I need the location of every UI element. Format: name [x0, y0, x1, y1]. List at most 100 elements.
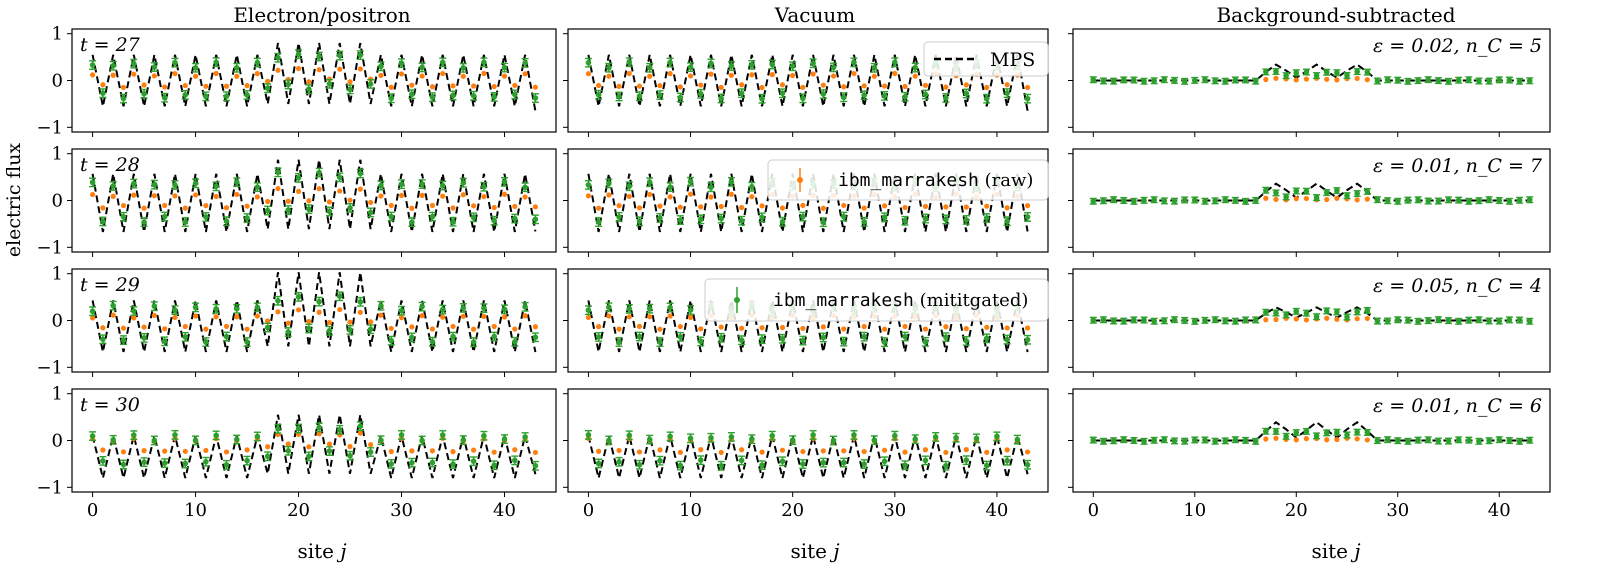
mitigated-point — [1242, 317, 1249, 323]
mitigated-point — [626, 59, 633, 66]
raw-point — [316, 186, 322, 192]
mitigated-point — [1131, 198, 1137, 205]
mitigated-point — [1425, 437, 1432, 443]
mitigated-point — [1496, 436, 1503, 443]
raw-point — [1354, 316, 1360, 322]
raw-point — [419, 73, 425, 79]
mitigated-point — [810, 432, 816, 438]
raw-point — [698, 204, 704, 210]
mitigated-point — [1004, 90, 1010, 96]
mitigated-point — [254, 304, 261, 311]
mitigated-point — [254, 184, 261, 190]
raw-point — [698, 326, 704, 332]
mitigated-point — [295, 175, 302, 181]
raw-point — [881, 326, 888, 332]
raw-point — [378, 193, 384, 199]
raw-point — [759, 203, 765, 209]
mitigated-point — [779, 458, 786, 465]
raw-point — [820, 205, 826, 211]
mitigated-point — [1100, 316, 1107, 323]
raw-point — [902, 323, 908, 330]
raw-point — [368, 319, 374, 325]
raw-point — [203, 83, 209, 89]
raw-point — [491, 323, 497, 330]
mitigated-point — [585, 59, 592, 66]
mitigated-point — [1364, 307, 1371, 314]
raw-point — [141, 205, 147, 211]
raw-point — [450, 83, 456, 89]
raw-point — [902, 449, 908, 455]
mitigated-point — [89, 433, 96, 439]
mitigated-point — [585, 432, 592, 438]
raw-point — [120, 449, 127, 455]
raw-point — [285, 320, 291, 326]
mitigated-point — [1024, 214, 1031, 220]
mitigated-point — [1334, 69, 1340, 76]
raw-point — [769, 72, 775, 78]
mitigated-point — [120, 461, 127, 468]
mitigated-point — [306, 325, 312, 332]
x-tick-label: 10 — [679, 500, 702, 521]
raw-point — [162, 202, 168, 209]
mitigated-point — [1252, 317, 1259, 323]
raw-point — [984, 449, 990, 455]
mitigated-point — [141, 459, 147, 465]
mitigated-point — [357, 170, 364, 177]
mitigated-point — [871, 437, 878, 443]
mitigated-point — [830, 64, 837, 71]
raw-point — [316, 67, 322, 73]
mitigated-point — [161, 213, 168, 220]
mitigated-point — [336, 293, 343, 300]
mitigated-point — [677, 94, 684, 101]
mitigated-point — [1014, 436, 1021, 443]
mitigated-point — [233, 64, 240, 71]
y-axis-label: electric flux — [3, 143, 25, 258]
mitigated-point — [1425, 76, 1432, 83]
mitigated-point — [1496, 318, 1503, 324]
mitigated-point — [409, 334, 415, 341]
raw-point — [677, 323, 683, 330]
raw-point — [100, 447, 106, 453]
mitigated-point — [1090, 317, 1097, 324]
mitigated-point — [336, 427, 343, 433]
y-tick-label: 1 — [52, 144, 63, 165]
mitigated-point — [1323, 430, 1330, 436]
mitigated-point — [1161, 436, 1168, 443]
raw-point — [779, 447, 786, 453]
mitigated-point — [1384, 197, 1391, 204]
raw-point — [295, 188, 302, 194]
panel-r4-c3: 0 10 20 30 40 ε = 0.01, n_C = 6 — [1068, 388, 1551, 521]
mitigated-point — [100, 458, 106, 464]
mitigated-point — [1526, 318, 1533, 325]
y-tick-label: 0 — [52, 191, 63, 212]
mitigated-point — [172, 432, 178, 438]
mitigated-point — [1232, 77, 1239, 83]
mitigated-point — [357, 52, 364, 58]
mitigated-point — [1486, 78, 1492, 84]
raw-point — [1024, 84, 1031, 91]
mitigated-point — [1394, 77, 1401, 83]
mitigated-point — [800, 213, 806, 220]
mitigated-point — [738, 457, 745, 464]
mitigated-point — [501, 436, 508, 442]
raw-point — [162, 84, 168, 90]
mitigated-point — [439, 182, 446, 189]
raw-point — [471, 83, 477, 89]
raw-point — [1273, 316, 1279, 323]
raw-point — [234, 314, 240, 320]
panels: −1 0 1 t = 27 ε = 0.02, n_C = 5 −1 0 1 t = 28 ε =… — [36, 24, 1551, 521]
raw-point — [460, 73, 466, 79]
mitigated-point — [388, 337, 395, 344]
mitigated-point — [491, 462, 498, 469]
mitigated-point — [1191, 318, 1198, 325]
mitigated-point — [585, 307, 592, 313]
raw-point — [800, 325, 806, 332]
mitigated-point — [161, 94, 168, 101]
mitigated-point — [450, 92, 456, 99]
mitigated-point — [409, 459, 415, 466]
raw-point — [429, 202, 436, 209]
mitigated-point — [244, 457, 250, 464]
raw-point — [244, 203, 250, 209]
mitigated-point — [1181, 197, 1188, 203]
mitigated-point — [419, 64, 425, 71]
